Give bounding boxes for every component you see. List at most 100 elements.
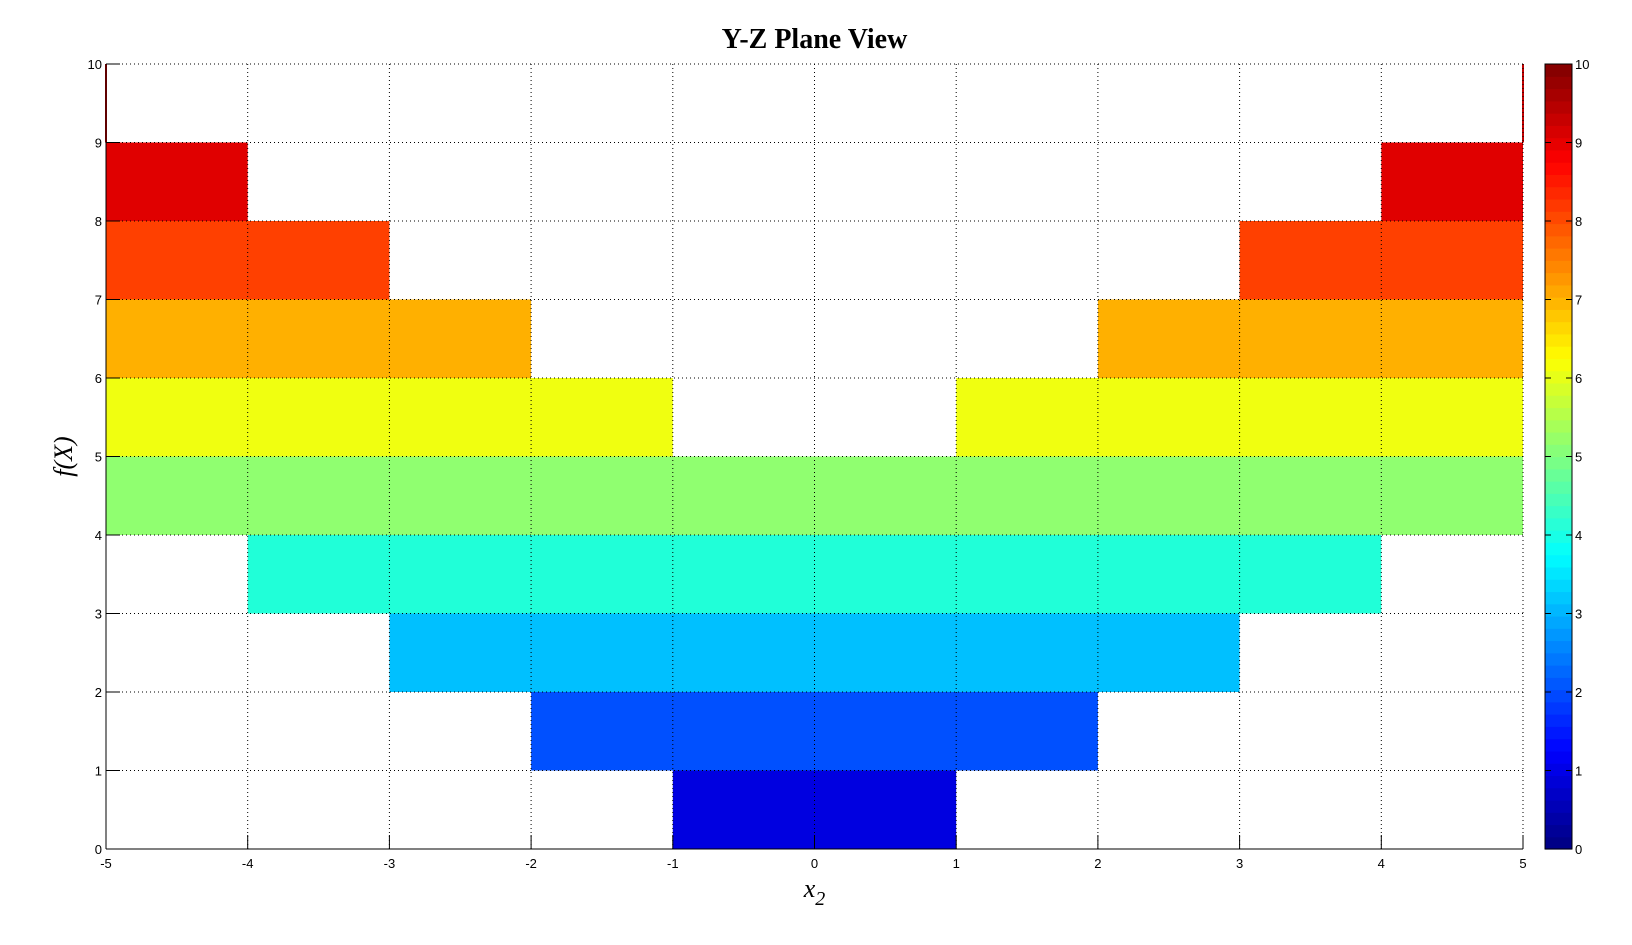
- colorbar-segment: [1545, 652, 1572, 666]
- colorbar-segment: [1545, 701, 1572, 715]
- colorbar-segment: [1545, 542, 1572, 556]
- colorbar-tick-label: 10: [1575, 57, 1589, 72]
- band-3: [247, 535, 1382, 614]
- colorbar-segment: [1545, 125, 1572, 139]
- colorbar-segment: [1545, 370, 1572, 384]
- band-5: [956, 378, 1523, 457]
- colorbar-segment: [1545, 481, 1572, 494]
- colorbar-segment: [1545, 615, 1572, 629]
- chart-title: Y-Z Plane View: [722, 24, 908, 55]
- colorbar-segment: [1545, 260, 1572, 274]
- x-tick-label: -5: [100, 856, 112, 871]
- x-axis-label: x2: [803, 874, 826, 910]
- colorbar-segment: [1545, 775, 1572, 789]
- colorbar-segment: [1545, 689, 1572, 703]
- colorbar-segment: [1545, 824, 1572, 838]
- colorbar-segment: [1545, 309, 1572, 323]
- colorbar-segment: [1545, 174, 1572, 188]
- x-tick-label: 2: [1094, 856, 1101, 871]
- y-tick-label: 1: [95, 764, 102, 779]
- colorbar-segment: [1545, 211, 1572, 225]
- y-tick-label: 10: [88, 57, 102, 72]
- colorbar-tick-label: 6: [1575, 371, 1582, 386]
- colorbar-tick-label: 9: [1575, 136, 1582, 151]
- colorbar-segment: [1545, 787, 1572, 801]
- colorbar-segment: [1545, 100, 1572, 114]
- colorbar-segment: [1545, 579, 1572, 593]
- colorbar-tick-label: 4: [1575, 528, 1582, 543]
- x-tick-label: 3: [1236, 856, 1243, 871]
- colorbar-segment: [1545, 358, 1572, 372]
- colorbar-tick-label: 1: [1575, 764, 1582, 779]
- band-6: [106, 299, 532, 378]
- band-8: [106, 142, 248, 221]
- x-tick-label: 0: [811, 856, 818, 871]
- colorbar-segment: [1545, 566, 1572, 580]
- colorbar-segment: [1545, 628, 1572, 642]
- colorbar-segment: [1545, 247, 1572, 261]
- colorbar-segment: [1545, 113, 1572, 126]
- colorbar-segment: [1545, 517, 1572, 531]
- colorbar-segment: [1545, 665, 1572, 678]
- band-8: [1381, 142, 1523, 221]
- y-tick-label: 6: [95, 371, 102, 386]
- band-4: [106, 456, 1523, 535]
- colorbar-segment: [1545, 812, 1572, 826]
- x-tick-label: -1: [667, 856, 679, 871]
- colorbar-segment: [1545, 468, 1572, 482]
- colorbar-segment: [1545, 64, 1572, 77]
- y-tick-label: 2: [95, 685, 102, 700]
- colorbar-segment: [1545, 395, 1572, 409]
- y-tick-label: 4: [95, 528, 102, 543]
- colorbar-segment: [1545, 738, 1572, 752]
- colorbar-segment: [1545, 162, 1572, 175]
- colorbar-segment: [1545, 149, 1572, 163]
- colorbar-segment: [1545, 444, 1572, 458]
- colorbar-segment: [1545, 346, 1572, 359]
- colorbar-segment: [1545, 186, 1572, 200]
- colorbar-segment: [1545, 591, 1572, 605]
- colorbar-segment: [1545, 419, 1572, 433]
- band-6: [1097, 299, 1523, 378]
- colorbar-segment: [1545, 640, 1572, 654]
- colorbar-segment: [1545, 677, 1572, 691]
- x-tick-label: -4: [242, 856, 254, 871]
- colorbar-segment: [1545, 799, 1572, 813]
- colorbar-segment: [1545, 505, 1572, 519]
- colorbar-segment: [1545, 235, 1572, 249]
- colorbar-segment: [1545, 493, 1572, 507]
- colorbar-tick-label: 5: [1575, 450, 1582, 465]
- colorbar-segment: [1545, 272, 1572, 286]
- x-tick-label: 5: [1519, 856, 1526, 871]
- colorbar-segment: [1545, 137, 1572, 151]
- y-tick-label: 8: [95, 214, 102, 229]
- colorbar-segment: [1545, 714, 1572, 727]
- colorbar-segment: [1545, 530, 1572, 543]
- y-tick-label: 9: [95, 136, 102, 151]
- colorbar-tick-label: 3: [1575, 607, 1582, 622]
- band-5: [106, 378, 673, 457]
- y-tick-label: 3: [95, 607, 102, 622]
- colorbar-segment: [1545, 456, 1572, 470]
- colorbar-segment: [1545, 836, 1572, 850]
- colorbar-segment: [1545, 603, 1572, 617]
- band-9: [1522, 64, 1524, 143]
- colorbar-tick-label: 2: [1575, 685, 1582, 700]
- colorbar-segment: [1545, 726, 1572, 740]
- colorbar-segment: [1545, 382, 1572, 396]
- colorbar-segment: [1545, 407, 1572, 421]
- colorbar-segment: [1545, 198, 1572, 212]
- colorbar-tick-label: 7: [1575, 293, 1582, 308]
- colorbar-segment: [1545, 554, 1572, 568]
- x-tick-label: -3: [384, 856, 396, 871]
- colorbar-tick-label: 8: [1575, 214, 1582, 229]
- colorbar-segment: [1545, 321, 1572, 335]
- colorbar-tick-label: 0: [1575, 842, 1582, 857]
- colorbar-segment: [1545, 763, 1572, 777]
- x-tick-label: 1: [953, 856, 960, 871]
- colorbar-segment: [1545, 88, 1572, 102]
- y-axis-label: f(X): [49, 436, 78, 476]
- colorbar-segment: [1545, 750, 1572, 764]
- colorbar-segment: [1545, 431, 1572, 445]
